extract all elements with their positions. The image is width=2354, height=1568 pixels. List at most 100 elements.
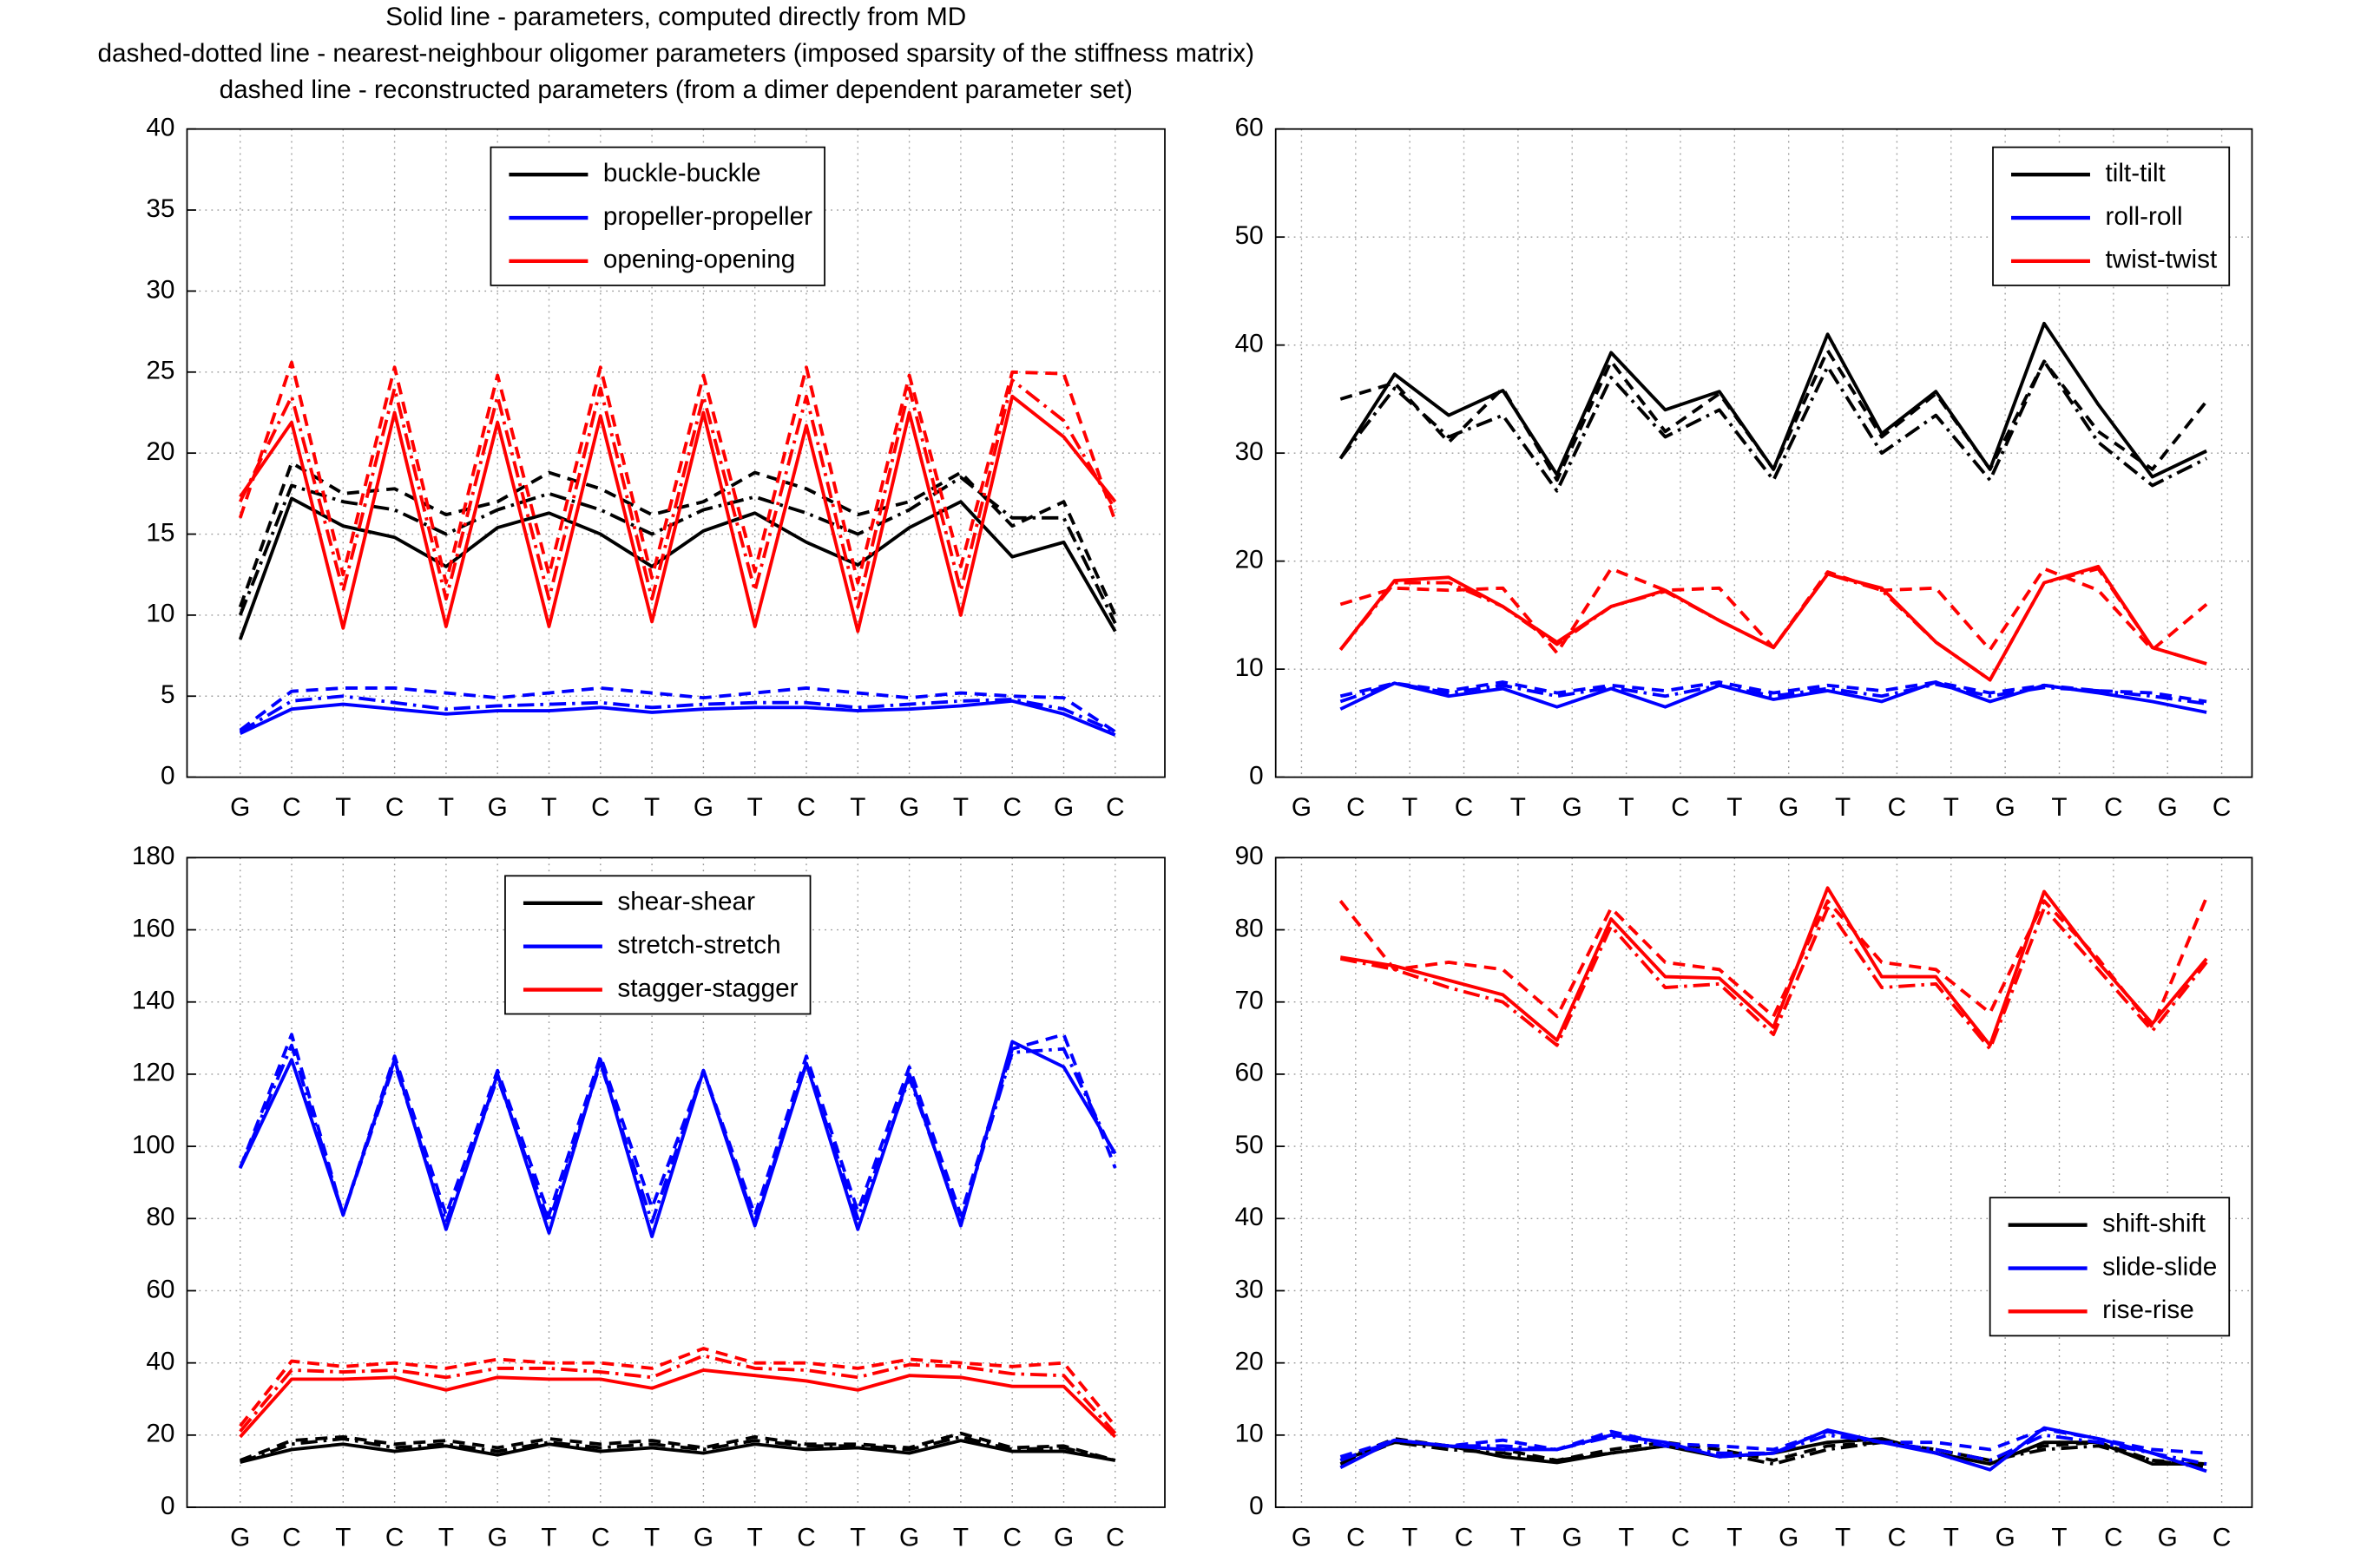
y-tick-label: 160 (132, 914, 175, 942)
x-tick-label: T (335, 793, 351, 822)
y-tick-label: 20 (1235, 1348, 1264, 1376)
x-tick-label: G (1292, 793, 1312, 822)
x-tick-label: C (1346, 793, 1364, 822)
x-tick-label: C (282, 793, 300, 822)
series-line (239, 694, 1116, 734)
y-tick-label: 25 (146, 357, 174, 385)
series-line (239, 1347, 1117, 1427)
series-line (240, 1439, 1116, 1464)
x-tick-label: T (438, 1524, 454, 1552)
x-tick-label: G (1562, 793, 1582, 822)
x-tick-label: C (1671, 1524, 1689, 1552)
x-tick-label: T (1835, 793, 1851, 822)
y-tick-label: 60 (1235, 1059, 1264, 1087)
x-tick-label: T (747, 793, 763, 822)
x-tick-label: G (2158, 793, 2178, 822)
x-tick-label: C (1346, 1524, 1364, 1552)
legend-label: tilt-tilt (2105, 159, 2166, 187)
series-line (1339, 1440, 2207, 1470)
series-line (238, 496, 1117, 640)
x-tick-label: G (1996, 1524, 2015, 1552)
x-tick-label: C (385, 793, 404, 822)
legend: shift-shift slide-slide rise-rise (1989, 1197, 2231, 1337)
x-tick-label: T (1726, 793, 1742, 822)
x-tick-label: T (1943, 793, 1959, 822)
y-tick-label: 90 (1235, 842, 1264, 870)
x-tick-label: G (488, 1524, 508, 1552)
series-line (1338, 567, 2207, 682)
y-tick-label: 80 (146, 1203, 174, 1231)
x-tick-label: T (2051, 1524, 2067, 1552)
series-line (1338, 359, 2207, 493)
y-tick-label: 40 (146, 114, 174, 142)
y-tick-label: 0 (161, 761, 175, 790)
series-line (1340, 886, 2208, 1047)
y-tick-label: 50 (1235, 221, 1264, 250)
y-tick-label: 60 (146, 1275, 174, 1303)
legend: buckle-buckle propeller-propeller opening-… (490, 146, 825, 286)
y-tick-label: 0 (1249, 761, 1264, 790)
y-tick-label: 140 (132, 987, 175, 1015)
legend-label: shear-shear (617, 888, 755, 916)
x-tick-label: T (1726, 1524, 1742, 1552)
x-tick-label: T (644, 1524, 660, 1552)
x-tick-label: C (1671, 793, 1689, 822)
legend-label: roll-roll (2105, 202, 2182, 231)
series-line (239, 699, 1116, 737)
series-line (239, 686, 1116, 733)
x-tick-label: G (694, 793, 713, 822)
x-tick-label: C (1888, 793, 1906, 822)
plot-frame (186, 128, 1166, 778)
x-tick-label: C (797, 1524, 815, 1552)
x-tick-label: C (2213, 793, 2231, 822)
x-tick-label: T (2051, 793, 2067, 822)
series-line (1339, 680, 2207, 704)
series-line (238, 360, 1117, 585)
series-line (1339, 1427, 2207, 1459)
y-tick-label: 60 (1235, 114, 1264, 142)
x-tick-label: T (438, 793, 454, 822)
y-tick-label: 100 (132, 1131, 175, 1159)
x-tick-label: T (644, 793, 660, 822)
x-tick-label: C (1003, 1524, 1021, 1552)
y-tick-label: 10 (1235, 1420, 1264, 1448)
legend: shear-shear stretch-stretch stagger-stagge… (504, 875, 812, 1015)
x-tick-label: C (1455, 793, 1473, 822)
y-tick-label: 20 (1235, 546, 1264, 574)
y-tick-label: 0 (161, 1492, 175, 1520)
x-tick-label: C (2104, 1524, 2122, 1552)
y-tick-label: 15 (146, 518, 174, 547)
x-tick-label: T (1619, 1524, 1634, 1552)
series-line (240, 1434, 1116, 1464)
x-tick-label: T (541, 1524, 556, 1552)
y-tick-label: 40 (1235, 1203, 1264, 1231)
x-tick-label: T (541, 793, 556, 822)
series-line (1339, 906, 2208, 1051)
x-tick-label: T (1510, 793, 1526, 822)
y-tick-label: 5 (161, 680, 175, 709)
legend: tilt-tilt roll-roll twist-twist (1992, 146, 2231, 286)
x-tick-label: G (1779, 1524, 1798, 1552)
x-tick-label: G (1292, 1524, 1312, 1552)
x-tick-label: T (747, 1524, 763, 1552)
x-tick-label: T (850, 1524, 865, 1552)
legend-label: stretch-stretch (617, 931, 780, 960)
y-tick-label: 50 (1235, 1131, 1264, 1159)
x-tick-label: G (230, 1524, 250, 1552)
x-tick-label: T (1402, 1524, 1417, 1552)
x-tick-label: C (591, 793, 609, 822)
series-line (238, 461, 1117, 616)
x-tick-label: C (385, 1524, 404, 1552)
y-tick-label: 35 (146, 194, 174, 223)
x-tick-label: C (1888, 1524, 1906, 1552)
x-tick-label: G (899, 1524, 919, 1552)
y-tick-label: 80 (1235, 914, 1264, 942)
y-tick-label: 120 (132, 1059, 175, 1087)
x-tick-label: G (488, 793, 508, 822)
x-tick-label: T (1943, 1524, 1959, 1552)
y-tick-label: 180 (132, 842, 175, 870)
y-tick-label: 10 (146, 600, 174, 628)
x-tick-label: T (953, 1524, 969, 1552)
